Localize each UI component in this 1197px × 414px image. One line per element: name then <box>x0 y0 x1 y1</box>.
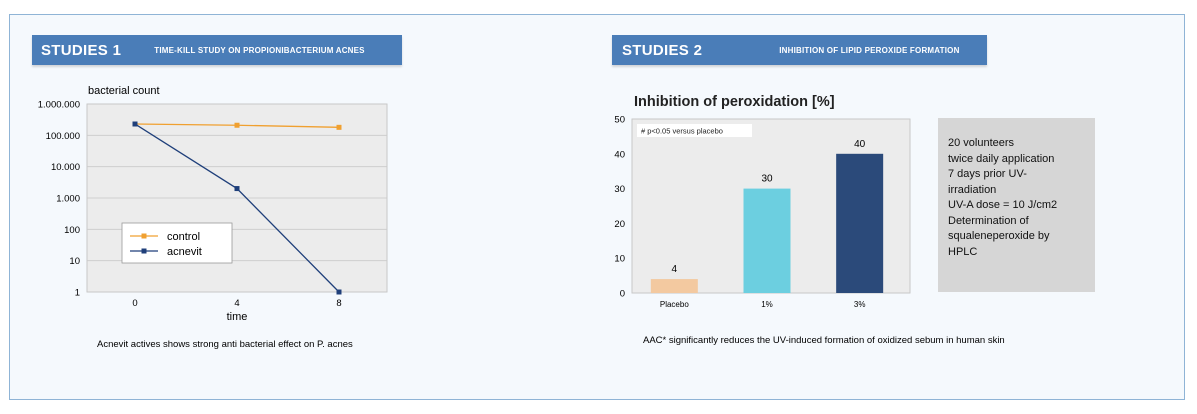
bar-category-label: Placebo <box>660 300 689 309</box>
info-line: HPLC <box>948 245 978 258</box>
bar-Placebo <box>650 279 698 293</box>
y-tick-label: 100.000 <box>46 131 80 142</box>
significance-note: # p<0.05 versus placebo <box>641 127 723 136</box>
info-line: irradiation <box>948 183 997 196</box>
legend-control-marker <box>141 233 147 239</box>
studies-1-header: STUDIES 1 TIME-KILL STUDY ON PROPIONIBAC… <box>32 35 402 65</box>
bar-y-tick-label: 30 <box>614 184 625 195</box>
studies-2-title: STUDIES 2 <box>622 41 703 59</box>
annotation-box <box>637 124 752 137</box>
y-axis-label: bacterial count <box>88 85 160 97</box>
studies-2-subtitle: INHIBITION OF LIPID PEROXIDE FORMATION <box>779 45 960 55</box>
bar-chart-title: Inhibition of peroxidation [%] <box>634 94 835 110</box>
series-layer <box>132 121 342 295</box>
data-point-acnevit <box>336 289 342 295</box>
data-point-acnevit <box>234 186 240 192</box>
bar-series: 4 Placebo 30 1% 40 3% <box>650 139 884 309</box>
y-tick-label: 10.000 <box>51 162 80 173</box>
studies-1-title: STUDIES 1 <box>41 41 122 59</box>
studies-1-caption: Acnevit actives shows strong anti bacter… <box>97 339 353 350</box>
x-axis-label: time <box>227 311 248 323</box>
peroxidation-bar-chart: Inhibition of peroxidation [%] # p<0.05 … <box>614 94 911 309</box>
study-info-lines: 20 volunteers twice daily application 7 da… <box>948 136 1085 260</box>
data-point-acnevit <box>132 121 138 127</box>
legend: control acnevit <box>121 222 233 264</box>
studies-2-header: STUDIES 2 INHIBITION OF LIPID PEROXIDE F… <box>612 35 987 65</box>
data-point-control <box>336 124 342 130</box>
bar-3% <box>836 153 884 293</box>
studies-1-subtitle: TIME-KILL STUDY ON PROPIONIBACTERIUM ACN… <box>154 45 365 55</box>
x-tick-label: 0 <box>132 298 137 309</box>
y-tick-label: 1.000.000 <box>38 100 80 111</box>
y-tick-label: 100 <box>64 225 80 236</box>
studies-2-caption: AAC* significantly reduces the UV-induce… <box>643 335 1005 346</box>
legend-acnevit-label: acnevit <box>167 246 202 258</box>
legend-control-label: control <box>167 231 200 243</box>
info-line: 7 days prior UV- <box>948 168 1027 180</box>
legend-acnevit-marker <box>141 248 147 254</box>
x-tick-label: 4 <box>234 298 239 309</box>
info-line: squaleneperoxide by <box>948 230 1050 242</box>
y-tick-labels: 1 10 100 1.000 10.000 100.000 1.000.000 <box>38 100 80 299</box>
y-tick-label: 10 <box>69 256 80 267</box>
bar-data-label: 40 <box>854 139 866 150</box>
bar-y-tick-label: 40 <box>614 149 625 160</box>
bar-y-tick-label: 20 <box>614 219 625 230</box>
bar-data-label: 4 <box>672 264 678 275</box>
legend-box <box>121 222 233 264</box>
bar-y-tick-label: 50 <box>614 115 625 126</box>
bar-y-tick-labels: 0 10 20 30 40 50 <box>614 115 625 300</box>
y-tick-label: 1.000 <box>56 194 80 205</box>
bar-y-tick-label: 0 <box>620 289 625 300</box>
x-tick-labels: 0 4 8 <box>132 298 341 309</box>
x-tick-label: 8 <box>336 298 341 309</box>
bar-category-label: 1% <box>761 300 773 309</box>
bar-category-label: 3% <box>854 300 866 309</box>
info-line: Determination of <box>948 214 1029 227</box>
study-info-box: 20 volunteers twice daily application 7 da… <box>938 118 1095 292</box>
bar-y-tick-label: 10 <box>614 254 625 265</box>
info-line: twice daily application <box>948 152 1055 165</box>
y-tick-label: 1 <box>75 288 80 299</box>
data-point-control <box>234 122 240 128</box>
bar-data-label: 30 <box>761 174 773 185</box>
bar-1% <box>743 188 791 293</box>
info-line: UV-A dose = 10 J/cm2 <box>948 199 1058 211</box>
info-line: 20 volunteers <box>948 137 1015 149</box>
time-kill-line-chart: bacterial count 1 10 100 1.000 10.000 100.000… <box>38 85 388 323</box>
